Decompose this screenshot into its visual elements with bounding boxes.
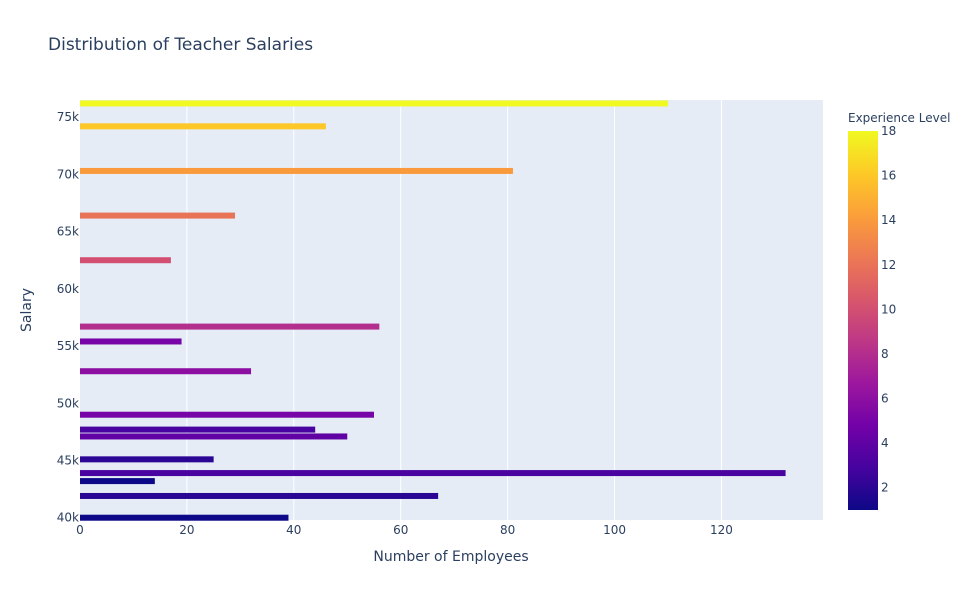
x-tick-label: 0 xyxy=(76,523,84,537)
y-axis-title: Salary xyxy=(19,288,35,332)
x-tick-label: 80 xyxy=(500,523,515,537)
bar[interactable] xyxy=(80,338,182,345)
x-tick-label: 40 xyxy=(286,523,301,537)
y-tick-label: 50k xyxy=(57,396,79,410)
bar[interactable] xyxy=(80,514,289,521)
x-axis-ticks: 0 20 40 60 80 100 120 xyxy=(76,523,733,537)
y-tick-label: 65k xyxy=(57,225,79,239)
bar[interactable] xyxy=(80,257,171,264)
y-tick-label: 70k xyxy=(57,167,79,181)
y-tick-label: 55k xyxy=(57,339,79,353)
colorbar-scale xyxy=(848,131,878,510)
y-tick-label: 60k xyxy=(57,282,79,296)
bar[interactable] xyxy=(80,411,374,418)
bars xyxy=(80,100,786,521)
y-axis-ticks: 40k 45k 50k 55k 60k 65k 70k 75k xyxy=(57,110,79,525)
y-tick-label: 75k xyxy=(57,110,79,124)
bar[interactable] xyxy=(80,123,326,130)
colorbar-tick-label: 8 xyxy=(881,347,889,361)
bar[interactable] xyxy=(80,167,513,174)
colorbar-tick-label: 12 xyxy=(881,258,896,272)
y-tick-label: 45k xyxy=(57,453,79,467)
colorbar-tick-label: 16 xyxy=(881,169,896,183)
colorbar-title: Experience Level xyxy=(848,111,950,125)
colorbar-tick-label: 18 xyxy=(881,124,896,138)
bar[interactable] xyxy=(80,368,252,375)
bar[interactable] xyxy=(80,433,348,440)
bar[interactable] xyxy=(80,212,236,219)
colorbar-tick-label: 10 xyxy=(881,302,896,316)
bar[interactable] xyxy=(80,492,439,499)
colorbar-ticks: 2 4 6 8 10 12 14 16 18 xyxy=(881,124,896,495)
bar[interactable] xyxy=(80,323,380,330)
x-tick-label: 20 xyxy=(179,523,194,537)
colorbar-tick-label: 2 xyxy=(881,481,889,495)
colorbar-tick-label: 14 xyxy=(881,213,896,227)
x-tick-label: 120 xyxy=(710,523,733,537)
bar[interactable] xyxy=(80,456,214,463)
colorbar: Experience Level 2 4 6 8 10 12 14 16 18 xyxy=(848,111,950,510)
bar[interactable] xyxy=(80,426,316,433)
colorbar-tick-label: 6 xyxy=(881,392,889,406)
colorbar-tick-label: 4 xyxy=(881,436,889,450)
x-axis-title: Number of Employees xyxy=(373,549,528,565)
y-tick-label: 40k xyxy=(57,511,79,525)
x-tick-label: 60 xyxy=(393,523,408,537)
x-tick-label: 100 xyxy=(603,523,626,537)
chart-title: Distribution of Teacher Salaries xyxy=(48,35,313,55)
bar[interactable] xyxy=(80,478,155,485)
bar[interactable] xyxy=(80,470,786,477)
bar[interactable] xyxy=(80,100,668,107)
